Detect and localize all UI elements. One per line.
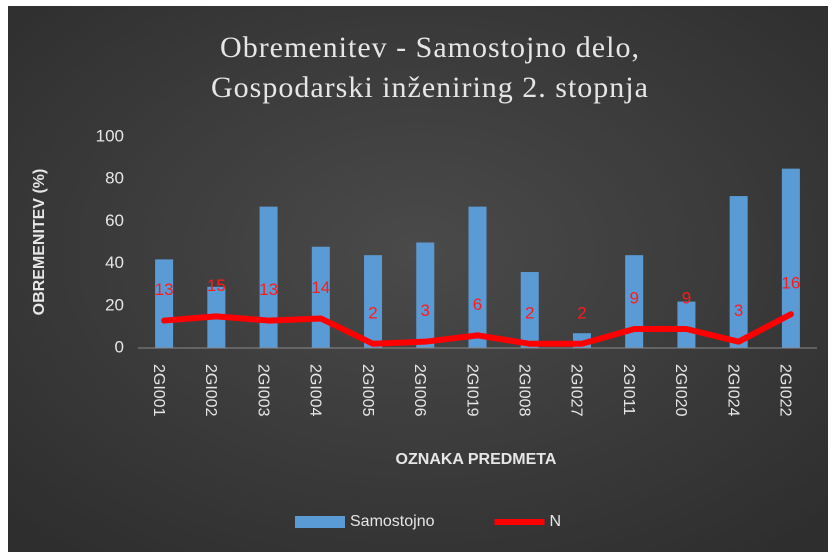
data-label: 6 (473, 295, 482, 314)
x-tick-label: 2GI024 (724, 364, 741, 417)
bar (155, 259, 174, 348)
data-label: 13 (155, 280, 174, 299)
data-label: 2 (577, 303, 586, 322)
x-tick-label: 2GI001 (150, 364, 167, 417)
x-tick-label: 2GI020 (672, 364, 689, 417)
y-tick-label: 60 (105, 211, 124, 230)
data-label: 9 (682, 288, 691, 307)
bar (416, 242, 435, 348)
bar (364, 255, 383, 348)
data-label: 16 (781, 274, 800, 293)
x-tick-label: 2GI005 (359, 364, 376, 417)
legend-label: N (550, 513, 562, 530)
chart-subtitle: Gospodarski inženiring 2. stopnja (211, 71, 649, 104)
bar (520, 272, 539, 348)
data-label: 15 (207, 276, 226, 295)
y-tick-label: 80 (105, 169, 124, 188)
bar (259, 206, 278, 348)
x-tick-label: 2GI011 (620, 364, 637, 415)
x-tick-label: 2GI022 (777, 364, 794, 417)
x-tick-label: 2GI008 (515, 364, 532, 417)
data-label: 3 (421, 301, 430, 320)
x-tick-label: 2GI004 (307, 364, 324, 417)
data-label: 2 (368, 303, 377, 322)
chart-title: Obremenitev - Samostojno delo, (220, 31, 640, 64)
legend-swatch (295, 516, 345, 528)
data-label: 14 (311, 278, 330, 297)
y-tick-label: 20 (105, 295, 124, 314)
y-axis-title: OBREMENITEV (%) (31, 169, 48, 316)
x-tick-label: 2GI006 (411, 364, 428, 417)
bar (625, 255, 644, 348)
bar (311, 246, 330, 348)
line (161, 311, 794, 347)
x-tick-label: 2GI027 (568, 364, 585, 417)
data-label: 13 (259, 280, 278, 299)
data-label: 9 (629, 288, 638, 307)
x-axis-title: OZNAKA PREDMETA (396, 451, 557, 468)
bar (677, 301, 696, 348)
x-tick-label: 2GI002 (202, 364, 219, 417)
data-label: 2 (525, 303, 534, 322)
y-tick-label: 100 (96, 126, 124, 145)
x-tick-label: 2GI019 (463, 364, 480, 417)
legend-label: Samostojno (350, 513, 435, 530)
data-label: 3 (734, 301, 743, 320)
y-tick-label: 0 (115, 337, 124, 356)
bar (781, 168, 800, 348)
bar (729, 196, 748, 348)
bar (468, 206, 487, 348)
x-tick-label: 2GI003 (254, 364, 271, 417)
y-tick-label: 40 (105, 253, 124, 272)
